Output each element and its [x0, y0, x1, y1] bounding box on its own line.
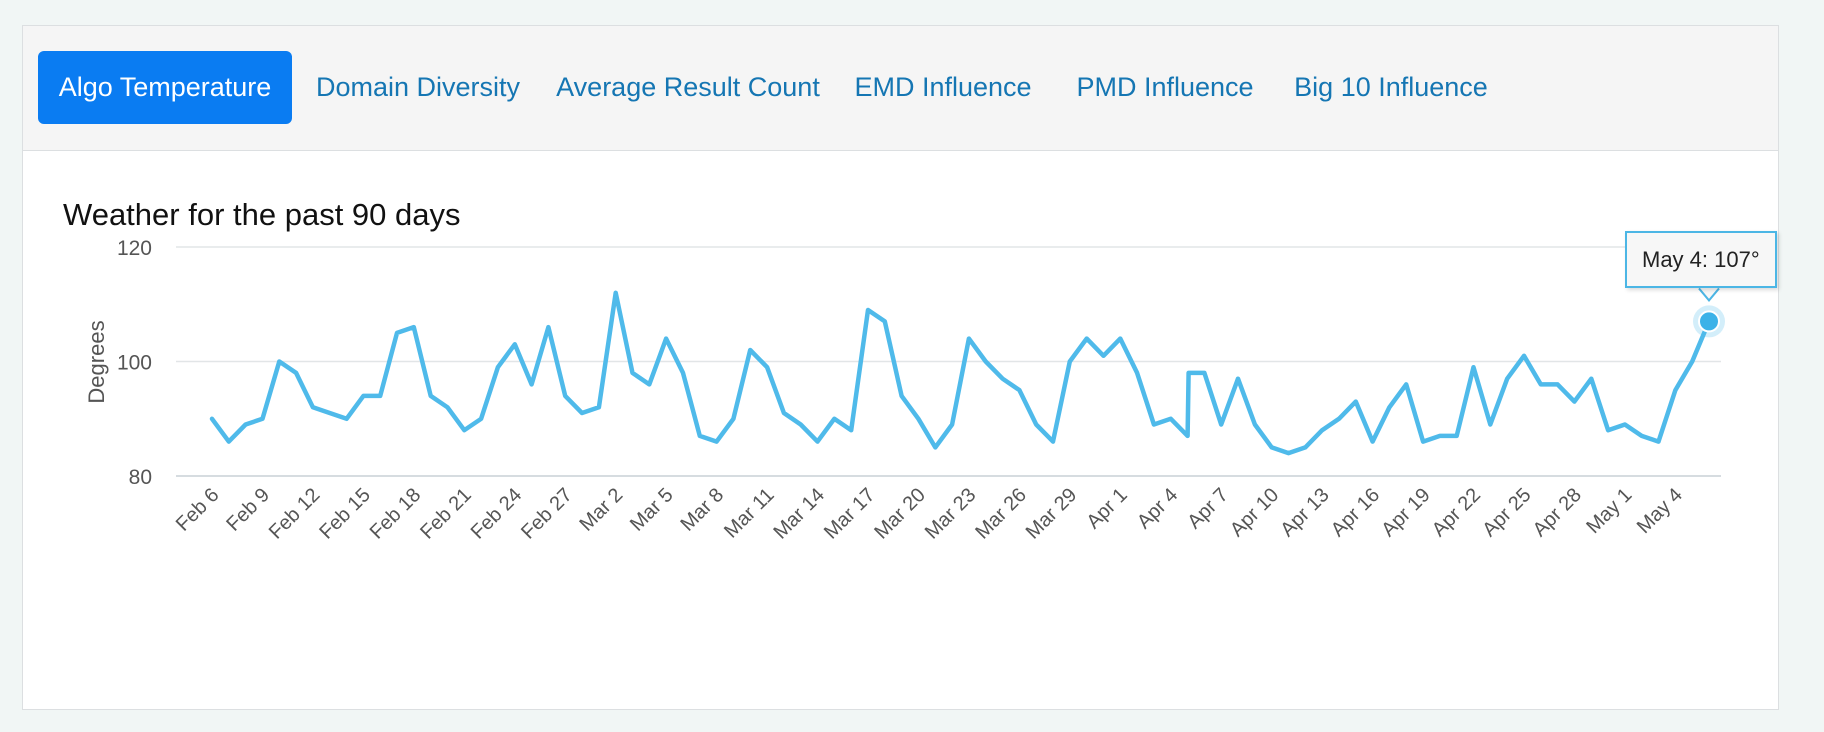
data-tooltip: May 4: 107° [1625, 231, 1777, 289]
highlight-point [1698, 310, 1720, 333]
x-tick-label: Feb 21 [416, 484, 476, 544]
tab-big-10-influence[interactable]: Big 10 Influence [1294, 72, 1488, 102]
x-tick-label: Mar 14 [769, 484, 829, 544]
x-tick-label: Mar 29 [1022, 484, 1082, 544]
x-tick-label: Feb 27 [517, 484, 577, 544]
x-tick-label: Apr 25 [1478, 484, 1535, 541]
x-tick-label: Apr 22 [1428, 484, 1485, 541]
x-tick-label: Mar 20 [870, 484, 930, 544]
y-axis-label: Degrees [84, 320, 109, 403]
x-tick-label: May 4 [1633, 484, 1687, 538]
tooltip-pointer [1698, 287, 1720, 302]
x-tick-label: Apr 16 [1327, 484, 1384, 541]
x-tick-label: Apr 28 [1529, 484, 1586, 541]
y-tick-label: 80 [129, 466, 152, 489]
chart-card: Algo Temperature Domain Diversity Averag… [22, 25, 1779, 710]
x-tick-label: Apr 10 [1226, 484, 1283, 541]
x-tick-label: May 1 [1582, 484, 1636, 538]
x-tick-label: Feb 6 [172, 484, 224, 536]
temperature-line [209, 290, 1712, 456]
x-tick-label: Feb 24 [467, 484, 527, 544]
chart-title: Weather for the past 90 days [63, 197, 461, 232]
x-tick-label: Mar 23 [921, 484, 981, 544]
x-tick-label: Feb 18 [366, 484, 426, 544]
x-tick-label: Mar 26 [971, 484, 1031, 544]
x-tick-label: Feb 12 [265, 484, 325, 544]
x-tick-label: Apr 4 [1133, 484, 1182, 533]
x-tick-label: Apr 1 [1082, 484, 1131, 533]
tab-bar: Algo Temperature Domain Diversity Averag… [23, 26, 1778, 151]
y-tick-label: 120 [117, 237, 152, 260]
x-tick-label: Mar 11 [720, 484, 779, 543]
tab-emd-influence[interactable]: EMD Influence [854, 72, 1032, 102]
tab-algo-temperature[interactable]: Algo Temperature [38, 51, 292, 124]
x-tick-label: Mar 2 [576, 484, 628, 536]
x-tick-label: Mar 17 [820, 484, 880, 544]
tab-domain-diversity[interactable]: Domain Diversity [315, 72, 521, 102]
x-tick-label: Mar 5 [626, 484, 678, 536]
x-tick-label: Apr 19 [1377, 484, 1434, 541]
tab-average-result-count[interactable]: Average Result Count [556, 72, 820, 102]
y-tick-label: 100 [117, 352, 152, 375]
tab-pmd-influence[interactable]: PMD Influence [1076, 72, 1254, 102]
x-tick-label: Feb 15 [315, 484, 375, 544]
x-tick-label: Apr 13 [1276, 484, 1333, 541]
